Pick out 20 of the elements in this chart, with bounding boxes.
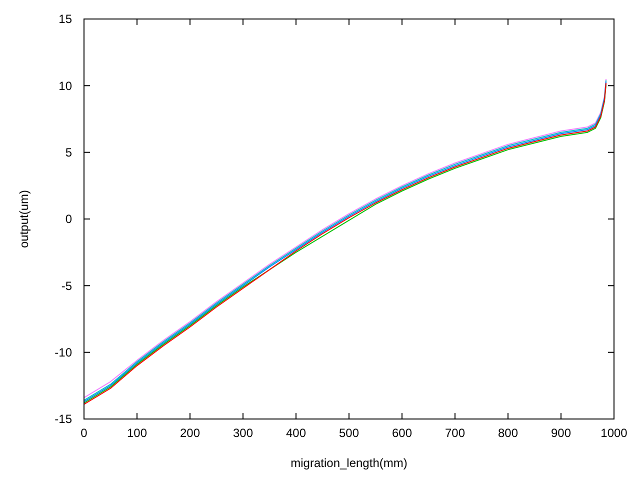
- y-tick-label: 0: [65, 212, 72, 226]
- x-tick-label: 200: [180, 426, 200, 440]
- y-tick-label: -5: [61, 278, 72, 293]
- y-axis-title: output(um): [17, 190, 31, 248]
- x-tick-label: 500: [338, 426, 360, 440]
- x-tick-label: 800: [498, 426, 518, 440]
- x-tick-label: 300: [232, 426, 254, 440]
- y-tick-label: 10: [58, 78, 72, 93]
- y-tick-label: 15: [58, 12, 72, 26]
- y-tick-label: 5: [65, 146, 72, 160]
- x-tick-label: 100: [126, 426, 148, 440]
- x-tick-label: 1000: [600, 426, 628, 440]
- x-tick-label: 600: [392, 426, 412, 440]
- x-tick-label: 900: [550, 426, 572, 440]
- x-tick-label: 400: [286, 426, 306, 440]
- y-tick-label: -15: [54, 412, 72, 426]
- x-tick-label: 0: [80, 426, 88, 440]
- x-tick-label: 700: [444, 426, 466, 440]
- x-axis-title: migration_length(mm): [290, 456, 408, 470]
- y-tick-label: -10: [54, 346, 72, 360]
